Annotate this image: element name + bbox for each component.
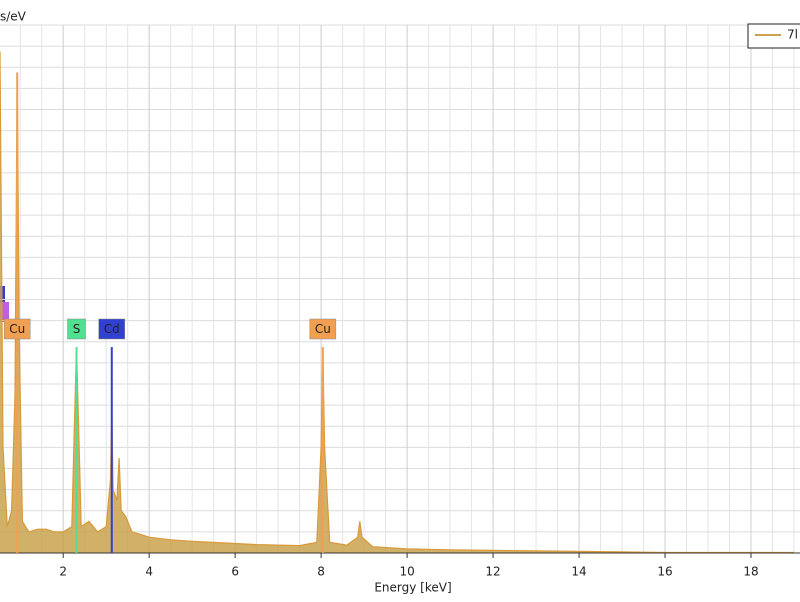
- element-label: S: [73, 322, 81, 336]
- cropped-marker-box: [0, 302, 9, 322]
- element-label: Cu: [9, 322, 25, 336]
- legend-label: 7l: [787, 28, 798, 42]
- spectrum-fill: [0, 51, 794, 554]
- cropped-marker-box: [0, 286, 5, 308]
- spectrum-line: [0, 51, 794, 554]
- x-tick-label: 10: [399, 565, 414, 579]
- element-label: Cd: [104, 322, 120, 336]
- y-axis-title: s/eV: [0, 10, 27, 24]
- element-label: Cu: [315, 322, 331, 336]
- x-tick-label: 14: [571, 565, 586, 579]
- x-tick-label: 16: [657, 565, 672, 579]
- x-tick-label: 6: [231, 565, 239, 579]
- x-tick-label: 8: [317, 565, 325, 579]
- element-label-box: [3, 318, 31, 340]
- x-tick-label: 4: [145, 565, 153, 579]
- element-label-box: [309, 318, 337, 340]
- x-tick-label: 2: [59, 565, 67, 579]
- x-axis-title: Energy [keV]: [374, 581, 451, 595]
- element-label-box: [67, 318, 86, 340]
- x-tick-label: 18: [743, 565, 758, 579]
- x-tick-label: 12: [485, 565, 500, 579]
- element-label-box: [98, 318, 126, 340]
